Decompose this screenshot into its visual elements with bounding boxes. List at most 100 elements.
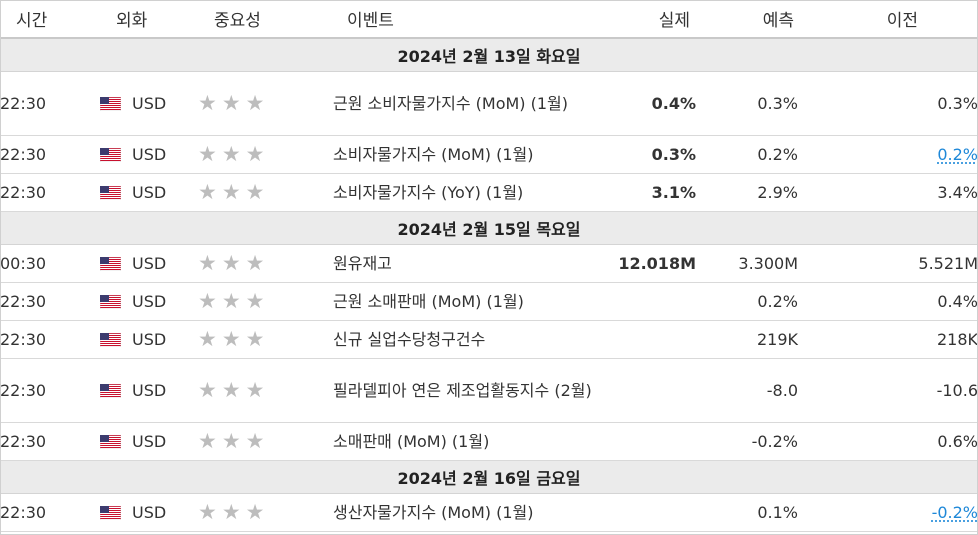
star-icon: ★ — [198, 500, 217, 524]
forecast-value: 3.300M — [696, 244, 798, 283]
star-icon: ★ — [221, 142, 241, 166]
event-currency: USD — [99, 358, 198, 423]
forecast-value: 219K — [696, 320, 798, 359]
event-name[interactable]: 필라델피아 연은 제조업활동지수 (2월) — [333, 358, 598, 423]
star-icon: ★ — [245, 91, 265, 115]
star-icon: ★ — [245, 289, 265, 313]
star-icon: ★ — [221, 180, 241, 204]
star-icon: ★ — [221, 500, 241, 524]
event-name[interactable]: 소비자물가지수 (MoM) (1월) — [333, 135, 598, 174]
currency-code: USD — [132, 254, 167, 273]
event-name[interactable]: 신규 실업수당청구건수 — [333, 320, 598, 359]
event-currency: USD — [99, 135, 198, 174]
forecast-value: -8.0 — [696, 358, 798, 423]
event-name[interactable]: 소비자물가지수 (YoY) (1월) — [333, 173, 598, 212]
header-event: 이벤트 — [333, 0, 598, 39]
importance-stars: ★ ★ ★ — [198, 282, 333, 321]
previous-cell: 3.4% — [798, 173, 978, 212]
previous-cell: 5.521M — [798, 244, 978, 283]
star-icon: ★ — [198, 251, 217, 275]
event-currency: USD — [99, 244, 198, 283]
event-row[interactable]: 22:30 USD ★ ★ ★ 근원 소비자물가지수 (MoM) (1월) 0.4% 0.3%… — [0, 71, 978, 136]
date-row: 2024년 2월 16일 금요일 — [0, 460, 978, 494]
star-icon: ★ — [245, 251, 265, 275]
actual-value — [598, 422, 696, 461]
event-row[interactable]: 22:30 USD ★ ★ ★ 소매판매 (MoM) (1월) -0.2% 0.6% — [0, 422, 978, 461]
event-name[interactable]: 근원 소매판매 (MoM) (1월) — [333, 282, 598, 321]
currency-code: USD — [132, 432, 167, 451]
us-flag-icon — [99, 434, 122, 450]
star-icon: ★ — [198, 327, 217, 351]
forecast-value: -0.2% — [696, 422, 798, 461]
previous-value: 0.6% — [937, 432, 978, 451]
previous-cell: 0.4% — [798, 282, 978, 321]
star-icon: ★ — [245, 142, 265, 166]
event-currency: USD — [99, 320, 198, 359]
header-forecast: 예측 — [696, 0, 798, 39]
previous-revised-link[interactable]: -0.2% — [931, 503, 978, 522]
event-row[interactable]: 22:30 USD ★ ★ ★ 근원 소매판매 (MoM) (1월) 0.2% 0.4% — [0, 282, 978, 321]
event-time: 22:30 — [0, 71, 100, 136]
us-flag-icon — [99, 332, 122, 348]
actual-value — [598, 358, 696, 423]
previous-value: 218K — [936, 330, 978, 349]
star-icon: ★ — [245, 500, 265, 524]
previous-value: -10.6 — [936, 381, 978, 400]
previous-cell: 0.2% — [798, 135, 978, 174]
star-icon: ★ — [198, 378, 217, 402]
event-row[interactable]: 22:30 USD ★ ★ ★ 신규 실업수당청구건수 219K 218K — [0, 320, 978, 359]
header-previous: 이전 — [798, 0, 978, 39]
event-time: 22:30 — [0, 358, 100, 423]
event-name[interactable]: 원유재고 — [333, 244, 598, 283]
header-row: 시간 외화 중요성 이벤트 실제 예측 이전 — [0, 0, 978, 39]
date-label: 2024년 2월 15일 목요일 — [0, 211, 978, 245]
date-label: 2024년 2월 13일 화요일 — [0, 37, 978, 72]
forecast-value: 0.2% — [696, 282, 798, 321]
event-time: 22:30 — [0, 493, 100, 532]
us-flag-icon — [99, 383, 122, 399]
previous-cell: -10.6 — [798, 358, 978, 423]
currency-code: USD — [132, 183, 167, 202]
importance-stars: ★ ★ ★ — [198, 244, 333, 283]
star-icon: ★ — [198, 180, 217, 204]
currency-code: USD — [132, 292, 167, 311]
previous-value: 5.521M — [918, 254, 978, 273]
star-icon: ★ — [221, 378, 241, 402]
us-flag-icon — [99, 147, 122, 163]
event-row[interactable]: 00:30 USD ★ ★ ★ 원유재고 12.018M 3.300M 5.521M — [0, 244, 978, 283]
currency-code: USD — [132, 381, 167, 400]
previous-cell: 0.6% — [798, 422, 978, 461]
currency-code: USD — [132, 503, 167, 522]
previous-revised-link[interactable]: 0.2% — [937, 145, 978, 164]
currency-code: USD — [132, 94, 167, 113]
forecast-value: 0.2% — [696, 135, 798, 174]
star-icon: ★ — [221, 327, 241, 351]
date-row: 2024년 2월 15일 목요일 — [0, 211, 978, 245]
importance-stars: ★ ★ ★ — [198, 135, 333, 174]
event-row[interactable]: 22:30 USD ★ ★ ★ 생산자물가지수 (MoM) (1월) 0.1% -0.2% — [0, 493, 978, 532]
us-flag-icon — [99, 256, 122, 272]
star-icon: ★ — [245, 180, 265, 204]
us-flag-icon — [99, 505, 122, 521]
currency-code: USD — [132, 145, 167, 164]
event-row[interactable]: 22:30 USD ★ ★ ★ 소비자물가지수 (MoM) (1월) 0.3% 0.2% 0.2… — [0, 135, 978, 174]
actual-value: 0.3% — [598, 135, 696, 174]
event-row[interactable]: 22:30 USD ★ ★ ★ 소비자물가지수 (YoY) (1월) 3.1% 2.9% 3.4… — [0, 173, 978, 212]
event-name[interactable]: 생산자물가지수 (MoM) (1월) — [333, 493, 598, 532]
importance-stars: ★ ★ ★ — [198, 422, 333, 461]
importance-stars: ★ ★ ★ — [198, 320, 333, 359]
event-name[interactable]: 근원 소비자물가지수 (MoM) (1월) — [333, 71, 598, 136]
currency-code: USD — [132, 330, 167, 349]
forecast-value: 2.9% — [696, 173, 798, 212]
importance-stars: ★ ★ ★ — [198, 358, 333, 423]
event-currency: USD — [99, 173, 198, 212]
header-actual: 실제 — [598, 0, 696, 39]
date-row: 2024년 2월 13일 화요일 — [0, 37, 978, 72]
event-time: 22:30 — [0, 320, 100, 359]
event-row[interactable]: 22:30 USD ★ ★ ★ 필라델피아 연은 제조업활동지수 (2월) -8.0 -10.… — [0, 358, 978, 423]
star-icon: ★ — [221, 429, 241, 453]
importance-stars: ★ ★ ★ — [198, 493, 333, 532]
actual-value: 12.018M — [598, 244, 696, 283]
event-name[interactable]: 소매판매 (MoM) (1월) — [333, 422, 598, 461]
forecast-value: 0.1% — [696, 493, 798, 532]
